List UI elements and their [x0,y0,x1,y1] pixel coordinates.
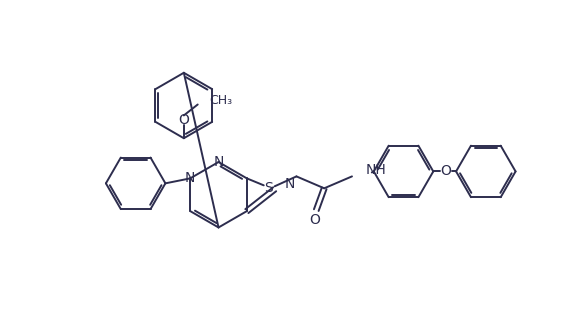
Text: CH₃: CH₃ [210,94,233,107]
Text: N: N [284,177,295,191]
Text: N: N [214,155,224,169]
Text: O: O [309,213,320,227]
Text: NH: NH [366,164,387,177]
Text: N: N [185,171,196,185]
Text: S: S [264,181,273,195]
Text: O: O [178,114,189,127]
Text: O: O [441,164,452,178]
